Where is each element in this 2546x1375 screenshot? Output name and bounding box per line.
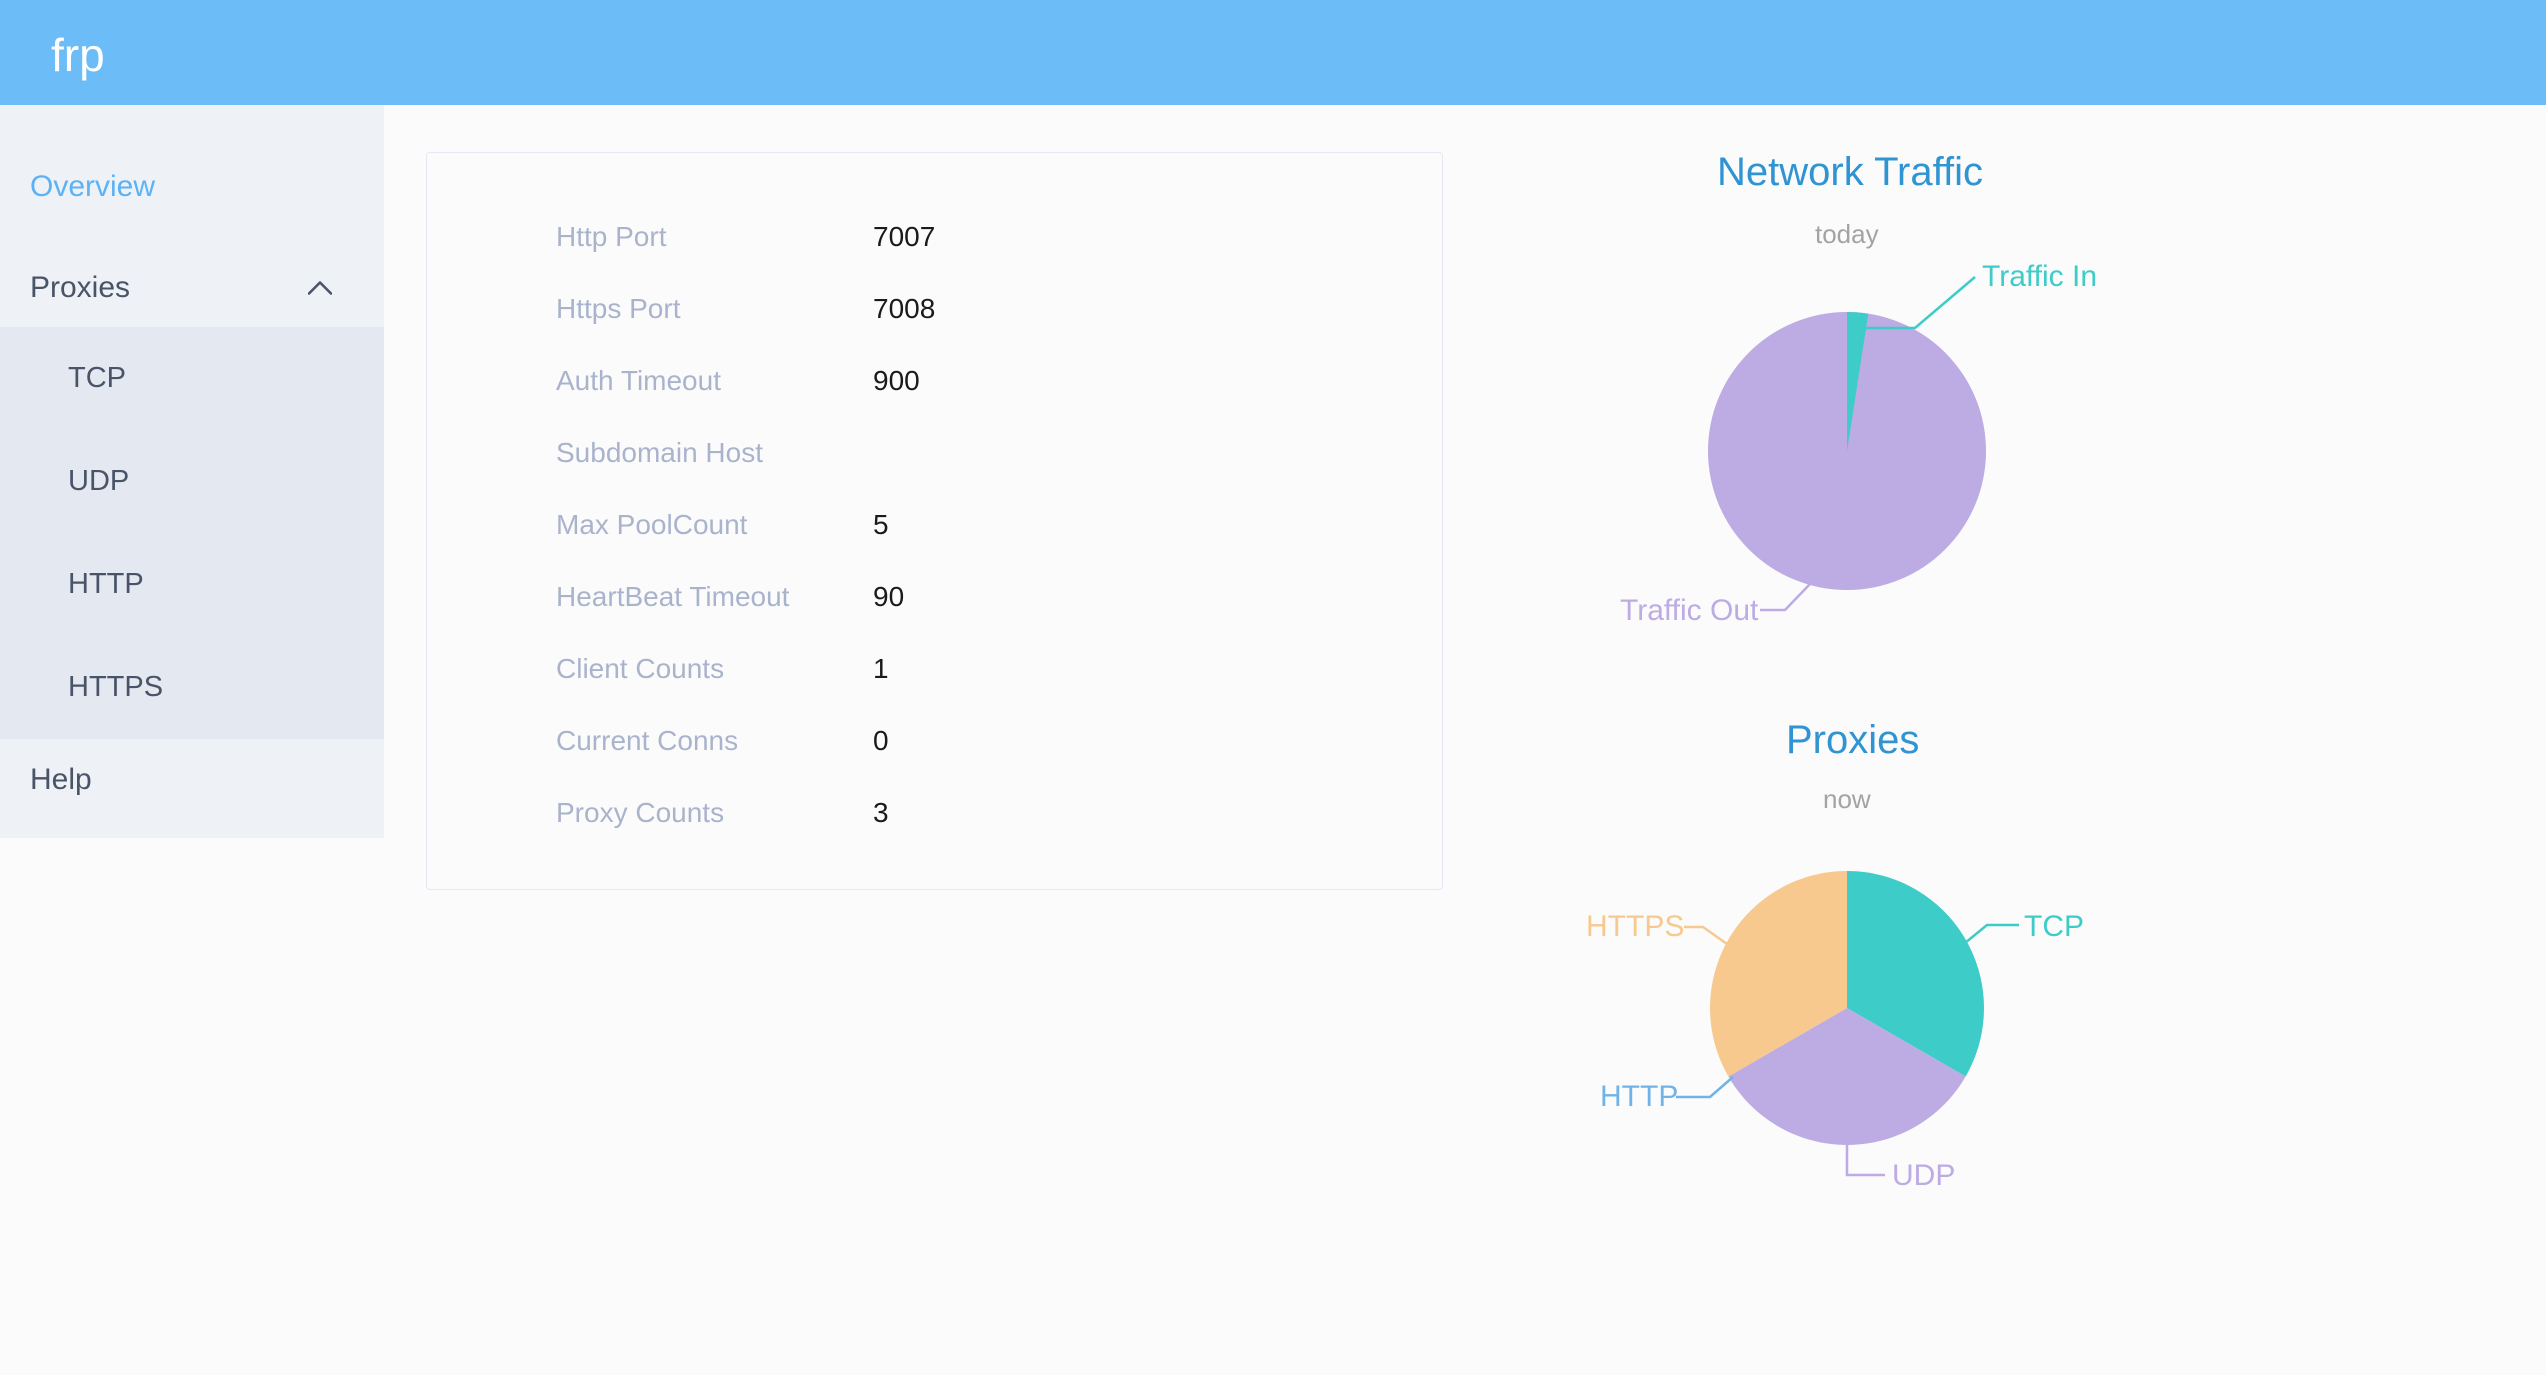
svg-text:Traffic In: Traffic In [1982, 260, 2097, 293]
svg-text:TCP: TCP [2024, 910, 2084, 943]
svg-text:Traffic Out: Traffic Out [1620, 594, 1759, 627]
svg-text:HTTP: HTTP [1600, 1080, 1678, 1113]
svg-text:UDP: UDP [1892, 1159, 1955, 1192]
svg-text:HTTPS: HTTPS [1586, 910, 1684, 943]
